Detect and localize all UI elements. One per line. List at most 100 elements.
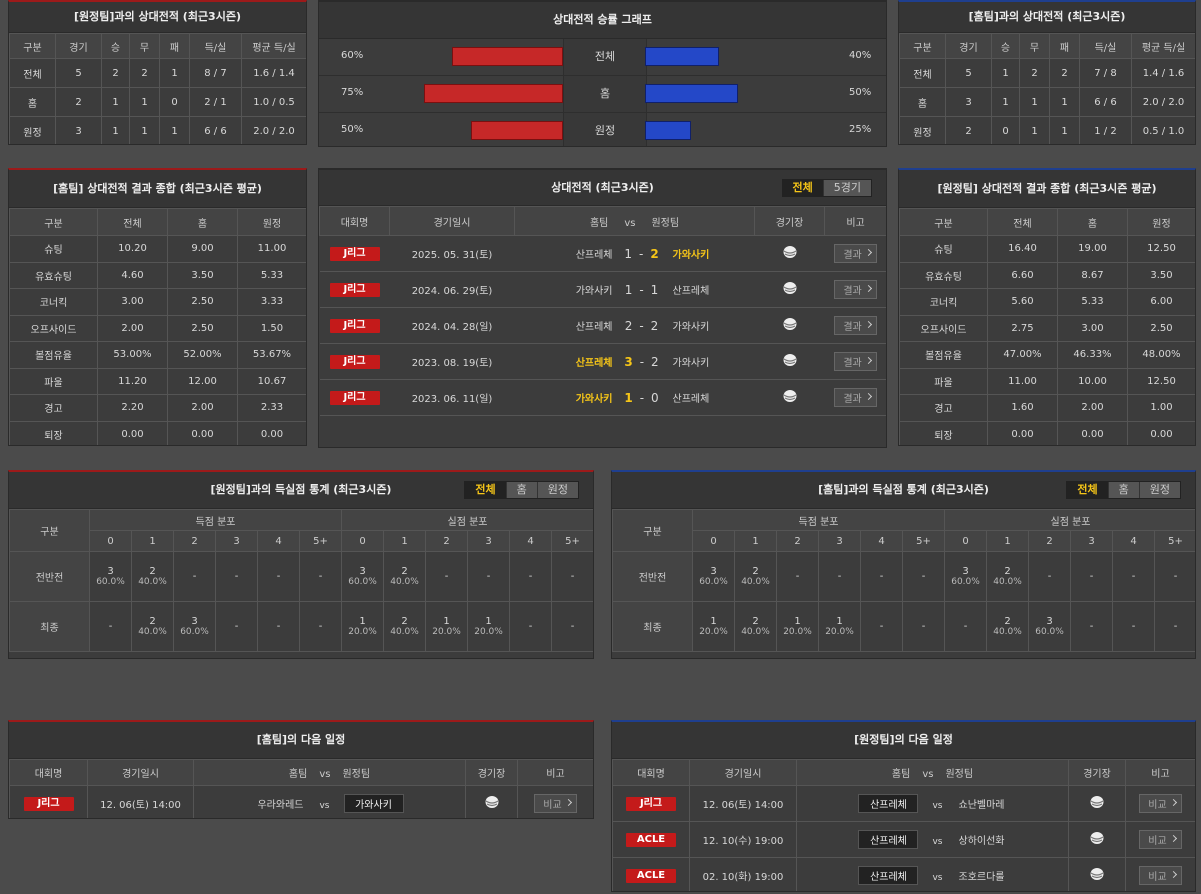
goal-pct: 40.0% <box>993 627 1022 637</box>
goal-header: 5+ <box>298 530 343 552</box>
home-score: 1 <box>624 390 633 405</box>
cell: 1.60 <box>987 394 1058 422</box>
column-header: 경기장 <box>754 206 826 236</box>
panel-title: [원정팀]의 다음 일정 <box>612 722 1195 759</box>
result-button[interactable]: 결과 <box>834 244 877 263</box>
cell: 원정 <box>899 116 946 144</box>
goal-cell: - <box>298 601 343 652</box>
tab[interactable]: 전체 <box>465 482 506 498</box>
column-header: 홈팀 vs 원정팀 <box>513 206 756 236</box>
stadium-icon <box>485 796 498 808</box>
away-team: 산프레체 <box>664 271 755 308</box>
goal-cell: - <box>944 601 988 652</box>
goal-pct: 40.0% <box>390 577 419 587</box>
cell: 1 <box>129 116 160 144</box>
column-header: 경기 <box>55 33 102 59</box>
goal-count: 3 <box>1046 616 1053 627</box>
column-header: 평균 득/실 <box>241 33 306 59</box>
goal-cell: - <box>89 601 132 652</box>
cell: 2 <box>1019 58 1050 88</box>
team-header: vs <box>624 217 636 229</box>
league-badge: ACLE <box>626 868 676 883</box>
date-cell: 12. 06(토) 14:00 <box>689 785 797 822</box>
goal-cell: - <box>776 551 819 602</box>
column-header: 대회명 <box>612 759 690 786</box>
goal-count: 3 <box>107 566 114 577</box>
home-team: 가와사키 <box>514 379 619 416</box>
cell: 퇴장 <box>9 420 98 445</box>
goal-pct: 20.0% <box>699 627 728 637</box>
goal-count: 2 <box>149 616 156 627</box>
tab[interactable]: 홈 <box>1107 482 1139 498</box>
goal-cell: 1 20.0% <box>692 601 735 652</box>
teams-cell: 산프레체 vs 쇼난벨마레 <box>796 785 1069 822</box>
table-row: J리그 12. 06(토) 14:00 산프레체 vs 쇼난벨마레 비교 <box>612 785 1195 822</box>
cell: J리그 <box>319 235 390 272</box>
row-header: 전반전 <box>612 551 693 602</box>
score-separator: - <box>639 318 644 333</box>
goal-count: 1 <box>443 616 450 627</box>
cell: 2 / 1 <box>189 87 242 117</box>
cell: 결과 <box>824 379 886 416</box>
cell: J리그 <box>9 785 88 818</box>
goal-header: 4 <box>860 530 903 552</box>
away-pct-label: 50% <box>849 87 872 98</box>
cell: 결과 <box>824 235 886 272</box>
goal-count: 1 <box>794 616 801 627</box>
result-button[interactable]: 결과 <box>834 352 877 371</box>
compare-button[interactable]: 비교 <box>1139 794 1182 813</box>
goal-cell: 2 40.0% <box>383 601 427 652</box>
compare-button[interactable]: 비교 <box>1139 866 1182 885</box>
tab[interactable]: 5경기 <box>822 179 871 196</box>
compare-button[interactable]: 비교 <box>534 794 577 813</box>
column-header: 경기장 <box>465 759 518 786</box>
result-button[interactable]: 결과 <box>834 280 877 299</box>
goal-cell: 1 20.0% <box>467 601 511 652</box>
goal-pct: 40.0% <box>138 577 167 587</box>
compare-button[interactable]: 비교 <box>1139 830 1182 849</box>
cell: 48.00% <box>1127 341 1195 369</box>
table-row: 전체 5 1 2 2 7 / 8 1.4 / 1.6 <box>899 58 1195 88</box>
result-button[interactable]: 결과 <box>834 316 877 335</box>
cell: 비교 <box>1125 785 1195 822</box>
away-next-panel: [원정팀]의 다음 일정 대회명 경기일시 홈팀 vs 원정팀 경기장 비고 J리그 12. 06… <box>611 720 1196 892</box>
stadium-icon <box>1090 868 1104 880</box>
home-next-panel: [홈팀]의 다음 일정 대회명 경기일시 홈팀 vs 원정팀 경기장 비고 J리그 12. 06(… <box>8 720 594 819</box>
goal-cell: - <box>1154 551 1195 602</box>
goal-cell: 2 40.0% <box>986 601 1030 652</box>
winrate-row: 50% 원정 25% <box>319 113 886 146</box>
winrate-row: 75% 홈 50% <box>319 76 886 113</box>
cell: 19.00 <box>1057 235 1128 263</box>
table-row: 유효슈팅 6.60 8.67 3.50 <box>899 261 1195 289</box>
tab[interactable]: 홈 <box>505 482 537 498</box>
goal-pct: 60.0% <box>1035 627 1064 637</box>
away-team: 산프레체 <box>664 379 755 416</box>
cell: 3 <box>945 87 992 117</box>
away-bar <box>645 84 738 103</box>
tab[interactable]: 전체 <box>782 179 823 196</box>
goal-header: 3 <box>215 530 258 552</box>
column-header: 구분 <box>612 509 693 552</box>
goal-cell: - <box>467 551 511 602</box>
goal-count: 2 <box>752 616 759 627</box>
team-header: 원정팀 <box>342 769 371 780</box>
tab[interactable]: 전체 <box>1067 482 1108 498</box>
cell: 볼점유율 <box>899 341 988 369</box>
goal-cell: - <box>257 601 300 652</box>
cell: 3.00 <box>1057 314 1128 342</box>
tab[interactable]: 원정 <box>1138 482 1180 498</box>
goal-cell: 2 40.0% <box>383 551 427 602</box>
table-row: 구분 경기 승 무 패 득/실 평균 득/실 <box>9 33 306 59</box>
stadium-cell <box>754 307 825 344</box>
stadium-cell <box>754 379 825 416</box>
score-separator: - <box>639 390 645 405</box>
date-cell: 12. 06(토) 14:00 <box>87 785 194 818</box>
cell: 오프사이드 <box>899 314 988 342</box>
goal-header: 0 <box>341 530 385 552</box>
result-button[interactable]: 결과 <box>834 388 877 407</box>
goal-pct: 40.0% <box>390 627 419 637</box>
league-badge: J리그 <box>329 354 380 369</box>
tab[interactable]: 원정 <box>536 482 578 498</box>
cell: 7 / 8 <box>1079 58 1132 88</box>
